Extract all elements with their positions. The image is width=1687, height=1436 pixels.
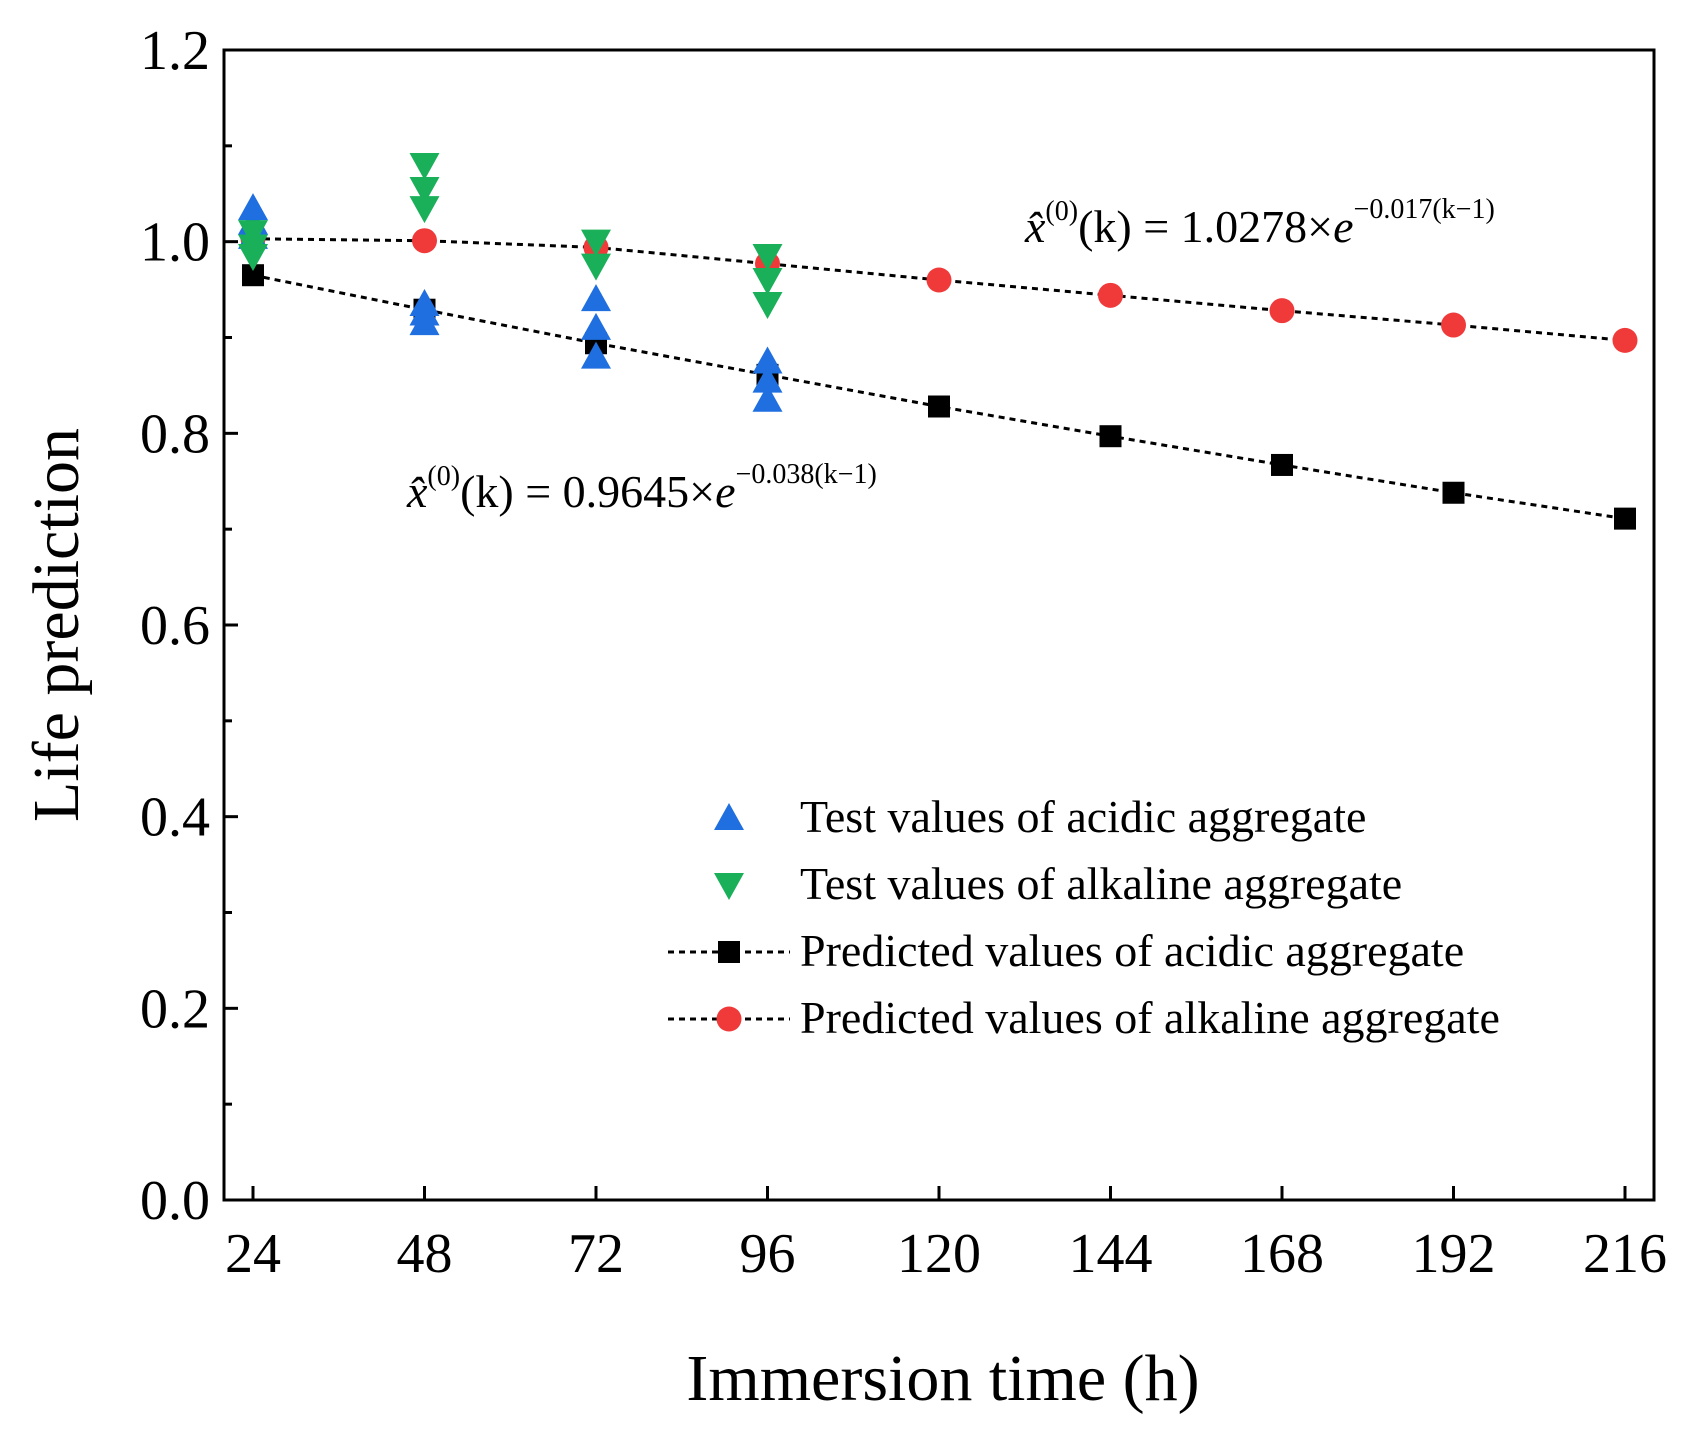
data-point-series-1	[409, 176, 440, 204]
data-point-series-2	[1442, 481, 1465, 504]
data-point-series-1	[581, 229, 611, 257]
y-tick-label: 0.0	[140, 1170, 210, 1232]
data-point-series-0	[581, 312, 611, 340]
data-point-series-2	[1614, 507, 1636, 530]
equation-alkaline: x̂(0)(k) = 1.0278×e−0.017(k−1)	[1024, 194, 1495, 252]
x-tick-label: 168	[1240, 1223, 1324, 1285]
x-tick-label: 192	[1412, 1223, 1496, 1285]
x-tick-label: 216	[1583, 1223, 1667, 1285]
data-point-series-1	[752, 291, 783, 319]
legend-label-alkaline-predicted: Predicted values of alkaline aggregate	[800, 992, 1500, 1043]
legend-marker	[718, 941, 740, 963]
x-tick-label: 120	[897, 1223, 981, 1285]
eq-alkaline-lhs: x̂	[1024, 201, 1046, 252]
x-axis-title: Immersion time (h)	[686, 1342, 1199, 1415]
data-point-series-2	[928, 395, 950, 418]
y-tick-label: 1.0	[140, 212, 210, 274]
data-point-series-3	[1441, 312, 1466, 338]
data-point-series-0	[581, 284, 611, 312]
data-point-series-3	[1098, 282, 1123, 308]
data-point-series-3	[1269, 298, 1295, 324]
legend-label-alkaline-test: Test values of alkaline aggregate	[800, 858, 1402, 909]
x-tick-label: 24	[225, 1223, 281, 1285]
eq-acidic-arg: (k)	[460, 466, 514, 517]
eq-alkaline-arg: (k)	[1078, 201, 1132, 252]
legend-marker	[716, 1006, 742, 1032]
data-point-series-1	[238, 244, 268, 272]
series-markers	[238, 153, 1638, 530]
legend-label-acidic-predicted: Predicted values of acidic aggregate	[800, 925, 1464, 976]
legend-symbol-alkaline-predicted	[668, 1006, 790, 1032]
legend-marker	[714, 873, 744, 900]
data-point-series-2	[1271, 453, 1293, 476]
eq-acidic-sup: (0)	[427, 461, 460, 492]
y-tick-label: 0.2	[140, 978, 210, 1040]
data-point-series-0	[409, 308, 440, 336]
x-tick-label: 144	[1069, 1223, 1153, 1285]
y-axis-title: Life prediction	[20, 428, 93, 822]
x-tick-label: 48	[397, 1223, 453, 1285]
data-point-series-3	[926, 267, 952, 293]
data-point-series-0	[752, 346, 783, 374]
x-tick-label: 96	[740, 1223, 796, 1285]
legend-marker	[714, 803, 744, 830]
legend: Test values of acidic aggregate Test val…	[668, 791, 1500, 1043]
legend-symbol-acidic-test	[714, 803, 744, 830]
eq-alkaline-sup: (0)	[1045, 196, 1078, 227]
data-point-series-0	[238, 193, 268, 221]
eq-alkaline-base: e	[1333, 201, 1353, 252]
data-point-series-1	[581, 253, 611, 281]
data-point-series-3	[1612, 327, 1638, 353]
eq-acidic-exp: −0.038(k−1)	[736, 459, 877, 490]
data-point-series-1	[238, 220, 268, 248]
equation-acidic: x̂(0)(k) = 0.9645×e−0.038(k−1)	[406, 459, 877, 517]
legend-symbol-alkaline-test	[714, 873, 744, 900]
y-tick-label: 0.6	[140, 595, 210, 657]
y-tick-label: 0.8	[140, 403, 210, 465]
data-point-series-1	[752, 244, 783, 272]
eq-alkaline-rhs: = 1.0278×	[1132, 201, 1333, 252]
data-point-series-1	[752, 268, 783, 295]
data-point-series-0	[752, 365, 783, 393]
legend-symbol-acidic-predicted	[668, 941, 790, 963]
eq-alkaline-exp: −0.017(k−1)	[1354, 194, 1495, 225]
legend-label-acidic-test: Test values of acidic aggregate	[800, 791, 1366, 842]
x-tick-label: 72	[568, 1223, 624, 1285]
data-point-series-0	[581, 341, 611, 369]
eq-acidic-base: e	[715, 466, 735, 517]
data-point-series-1	[409, 196, 440, 224]
eq-acidic-rhs: = 0.9645×	[514, 466, 715, 517]
data-point-series-2	[1099, 425, 1122, 448]
eq-acidic-lhs: x̂	[406, 466, 428, 517]
y-axis-ticks: 0.0 0.2 0.4 0.6 0.8 1.0 1.2	[140, 20, 238, 1232]
y-tick-label: 0.4	[140, 787, 210, 849]
data-point-series-3	[412, 228, 437, 254]
y-tick-label: 1.2	[140, 20, 210, 82]
data-point-series-2	[242, 264, 264, 287]
data-point-series-1	[409, 153, 440, 180]
data-point-series-0	[752, 384, 783, 412]
x-axis-ticks: 24 48 72 96 120 144 168 192 216	[225, 1186, 1667, 1285]
